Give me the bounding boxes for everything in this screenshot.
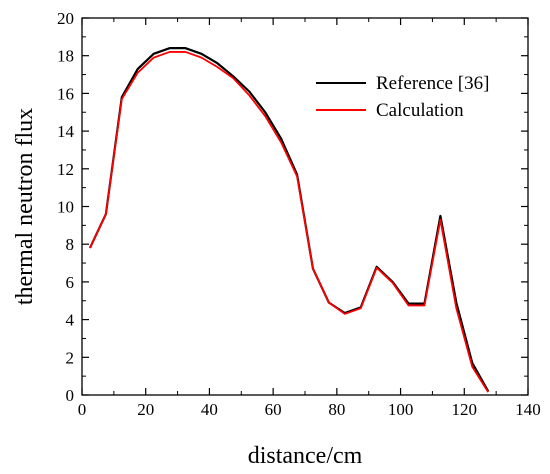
y-tick-label: 18: [57, 47, 74, 66]
y-tick-label: 16: [57, 84, 74, 103]
y-tick-label: 2: [66, 348, 75, 367]
x-tick-label: 0: [78, 400, 87, 419]
y-axis-title: thermal neutron flux: [12, 108, 38, 305]
y-tick-label: 0: [66, 386, 75, 405]
x-axis-title: distance/cm: [248, 443, 363, 469]
axis-ticks: 0 20 40 60 80 100 120 140 0 2 4 6 8 10 12 14 16 18 20: [57, 9, 541, 419]
x-tick-label: 120: [452, 400, 478, 419]
y-tick-label: 4: [66, 311, 75, 330]
y-tick-label: 14: [57, 122, 75, 141]
legend-label: Calculation: [376, 100, 464, 121]
x-tick-label: 60: [265, 400, 282, 419]
y-tick-label: 20: [57, 9, 74, 28]
x-tick-label: 140: [515, 400, 541, 419]
x-tick-label: 100: [388, 400, 414, 419]
y-tick-label: 10: [57, 198, 74, 217]
series-layer: [88, 47, 490, 393]
x-tick-label: 20: [137, 400, 154, 419]
x-tick-label: 80: [328, 400, 345, 419]
y-tick-label: 8: [66, 235, 75, 254]
y-tick-label: 12: [57, 160, 74, 179]
legend-label: Reference [36]: [376, 73, 489, 94]
series-line-reference: [88, 47, 490, 392]
x-tick-label: 40: [201, 400, 218, 419]
y-tick-label: 6: [66, 273, 75, 292]
series-line-calculation: [89, 51, 489, 393]
legend: Reference [36] Calculation: [316, 73, 489, 121]
